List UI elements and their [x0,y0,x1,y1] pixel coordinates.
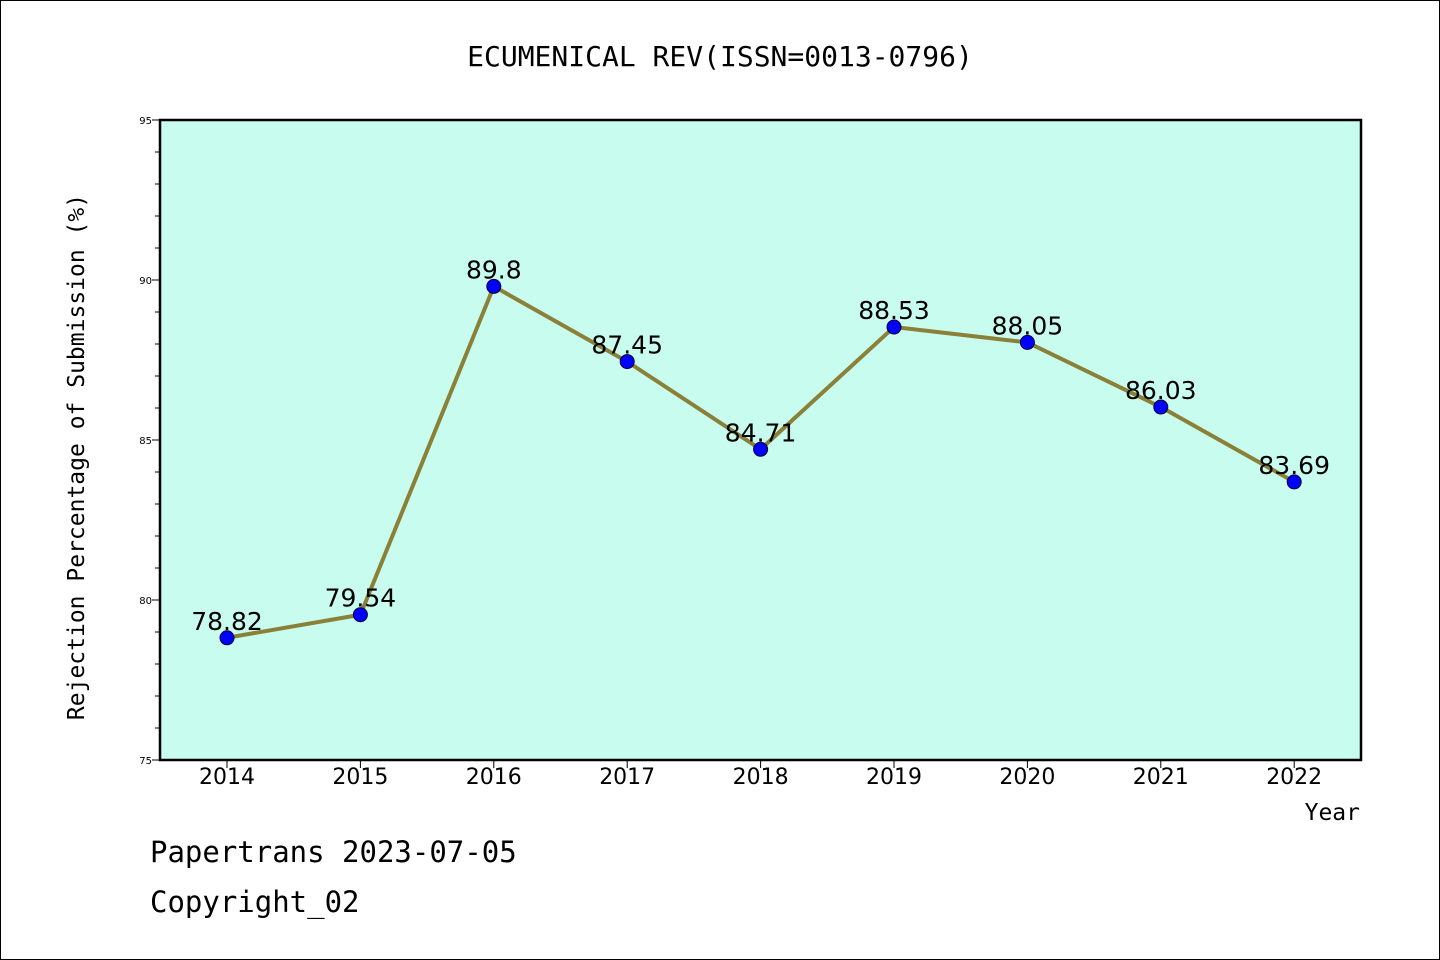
data-point [753,441,769,457]
y-tick-label: 90 [139,276,152,287]
x-tick-label: 2017 [599,765,655,790]
x-tick-label: 2018 [733,765,789,790]
y-tick-label: 80 [139,596,152,607]
data-label: 87.45 [591,331,663,360]
data-point [486,278,502,294]
y-tick-label: 85 [139,436,152,447]
x-tick-label: 2015 [332,765,388,790]
data-label: 79.54 [325,584,397,613]
y-tick-label: 95 [139,116,152,127]
y-axis-label: Rejection Percentage of Submission (%) [64,194,90,720]
x-tick-label: 2016 [466,765,522,790]
x-tick-label: 2014 [199,765,255,790]
data-point [219,630,235,646]
y-tick-label: 75 [139,756,152,767]
x-tick-label: 2021 [1133,765,1189,790]
footer-copyright: Copyright_02 [150,885,360,919]
data-point [1153,399,1169,415]
chart-title: ECUMENICAL REV(ISSN=0013-0796) [467,40,973,73]
data-label: 89.8 [466,255,522,284]
x-tick-label: 2020 [999,765,1055,790]
data-point [886,319,902,335]
data-label: 86.03 [1125,376,1197,405]
data-labels: 78.82 79.54 89.8 87.45 84.71 88.53 88.05 86.03 8… [191,255,1330,635]
data-label: 88.05 [992,311,1064,340]
x-axis: 2014 2015 2016 2017 2018 2019 2020 2021 2022 [199,760,1322,790]
x-tick-label: 2022 [1266,765,1322,790]
data-point [1019,334,1035,350]
data-label: 78.82 [191,607,263,636]
plot-area [158,118,1363,762]
series-markers [219,278,1302,646]
footer-date-credit: Papertrans 2023-07-05 [150,835,517,869]
data-label: 84.71 [725,418,797,447]
data-label: 83.69 [1258,451,1330,480]
data-point [1286,474,1302,490]
y-axis: 75 80 85 90 95 [139,116,160,767]
x-tick-label: 2019 [866,765,922,790]
data-point [619,354,635,370]
data-point [352,607,368,623]
x-axis-label: Year [1305,800,1360,826]
data-label: 88.53 [858,296,930,325]
